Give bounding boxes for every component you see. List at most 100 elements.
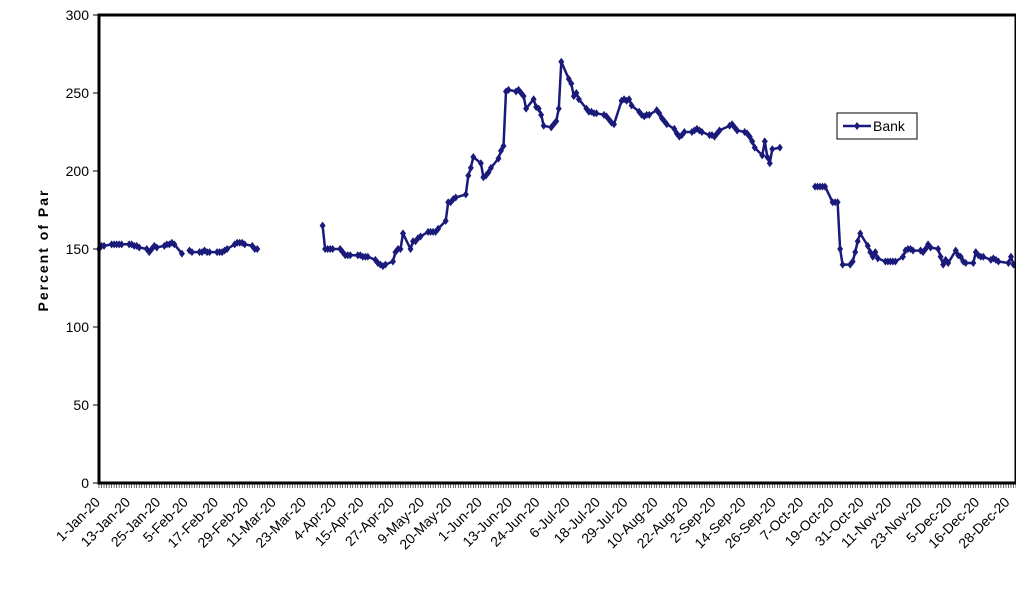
data-point-marker [558, 57, 565, 66]
data-point-marker [520, 92, 527, 101]
data-point-marker [734, 126, 741, 135]
data-point-marker [626, 95, 633, 104]
data-point-marker [538, 110, 545, 119]
data-point-marker [854, 237, 861, 246]
data-point-marker [593, 109, 600, 118]
data-point-marker [957, 252, 964, 261]
data-point-marker [681, 128, 688, 136]
data-point-marker [922, 245, 929, 253]
data-point-marker [399, 229, 406, 238]
y-tick-label: 300 [66, 7, 90, 23]
data-point-marker [188, 248, 195, 257]
data-point-marker [319, 221, 326, 230]
data-point-marker [766, 159, 773, 168]
data-point-marker [899, 252, 906, 261]
data-point-marker [178, 249, 185, 258]
data-point-marker [452, 193, 459, 202]
data-point-marker [497, 146, 504, 155]
data-point-marker [759, 151, 766, 160]
data-point-marker [937, 252, 944, 261]
data-point-marker [1005, 259, 1012, 268]
data-point-marker [254, 245, 261, 253]
data-point-marker [646, 110, 653, 119]
data-point-marker [397, 245, 404, 253]
data-point-marker [462, 190, 469, 199]
data-point-marker [769, 145, 776, 154]
series-layer [96, 57, 1016, 271]
data-point-marker [749, 137, 756, 146]
data-point-marker [962, 259, 969, 268]
data-point-marker [553, 117, 560, 126]
data-point-marker [849, 257, 856, 266]
data-point-marker [1007, 252, 1014, 261]
data-point-marker [347, 251, 354, 260]
data-point-marker [663, 120, 670, 129]
data-point-marker [500, 142, 507, 151]
data-point-marker [477, 159, 484, 168]
data-point-marker [435, 224, 442, 233]
data-point-marker [555, 104, 562, 113]
y-axis-ticks: 0 50 100 150 200 250 300 [66, 7, 99, 491]
data-point-marker [656, 109, 663, 118]
data-point-marker [535, 104, 542, 113]
data-point-marker [822, 182, 829, 191]
data-point-marker [153, 243, 160, 252]
data-point-marker [746, 132, 753, 141]
data-point-marker [485, 168, 492, 177]
data-point-marker [573, 89, 580, 97]
y-tick-label: 200 [66, 163, 90, 179]
data-point-marker [467, 163, 474, 172]
y-axis-label-group: Percent of Par [35, 189, 51, 312]
data-point-marker [909, 246, 916, 255]
data-point-marker [171, 240, 178, 249]
legend-marker-bank [854, 122, 860, 130]
legend-label-bank: Bank [873, 118, 906, 134]
data-point-marker [952, 246, 959, 255]
data-point-marker [731, 123, 738, 132]
plot-area-frame [97, 13, 1016, 485]
data-point-marker [764, 152, 771, 161]
y-tick-label: 50 [73, 397, 89, 413]
data-point-marker [364, 252, 371, 261]
data-point-marker [698, 128, 705, 136]
data-point-marker [530, 95, 537, 104]
data-point-marker [761, 137, 768, 146]
data-point-marker [575, 95, 582, 104]
data-point-marker [874, 254, 881, 263]
legend: Bank [836, 112, 918, 140]
data-point-marker [980, 252, 987, 261]
data-point-marker [970, 259, 977, 268]
data-point-marker [852, 248, 859, 257]
data-point-marker [417, 232, 424, 241]
data-point-marker [241, 240, 248, 249]
data-point-marker [869, 252, 876, 261]
data-point-marker [837, 245, 844, 253]
data-point-marker [857, 229, 864, 238]
data-point-marker [935, 245, 942, 253]
data-point-marker [751, 143, 758, 152]
data-point-marker [206, 248, 213, 257]
data-point-marker [505, 85, 512, 94]
data-point-marker [101, 241, 108, 250]
data-point-marker [407, 245, 414, 253]
data-point-marker [540, 121, 547, 130]
data-point-marker [523, 104, 530, 113]
data-point-marker [389, 257, 396, 266]
data-point-marker [470, 152, 477, 161]
data-point-marker [495, 154, 502, 163]
data-point-marker [224, 245, 231, 253]
y-tick-label: 250 [66, 85, 90, 101]
data-point-marker [329, 245, 336, 253]
y-tick-label: 0 [81, 475, 89, 491]
data-point-marker [995, 257, 1002, 266]
data-point-marker [136, 243, 143, 252]
y-axis-label: Percent of Par [35, 189, 51, 312]
data-point-marker [628, 101, 635, 110]
data-point-marker [892, 257, 899, 266]
data-point-marker [671, 124, 678, 133]
data-point-marker [834, 198, 841, 207]
y-tick-label: 100 [66, 319, 90, 335]
data-point-marker [611, 120, 618, 129]
data-point-marker [382, 260, 389, 269]
